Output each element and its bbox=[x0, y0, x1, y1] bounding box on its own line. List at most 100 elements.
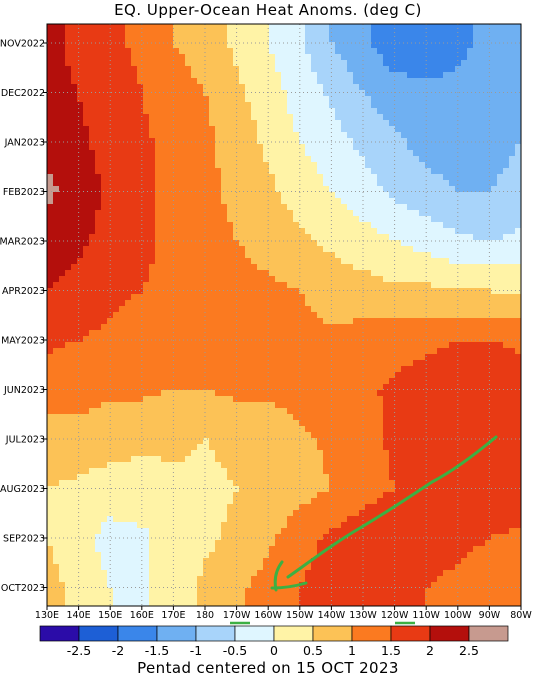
heat-cell bbox=[143, 288, 150, 295]
heat-cell bbox=[107, 72, 114, 79]
heat-cell bbox=[53, 312, 60, 319]
heat-cell bbox=[209, 192, 216, 199]
heat-cell bbox=[371, 384, 378, 391]
heat-cell bbox=[365, 270, 372, 277]
heat-cell bbox=[107, 354, 114, 361]
heat-cell bbox=[323, 66, 330, 73]
heat-cell bbox=[227, 246, 234, 253]
heat-cell bbox=[179, 360, 186, 367]
heat-cell bbox=[221, 162, 228, 169]
heat-cell bbox=[341, 312, 348, 319]
heat-cell bbox=[455, 282, 462, 289]
heat-cell bbox=[191, 222, 198, 229]
heat-cell bbox=[455, 198, 462, 205]
heat-cell bbox=[173, 270, 180, 277]
heat-cell bbox=[359, 156, 366, 163]
heat-cell bbox=[311, 258, 318, 265]
heat-cell bbox=[215, 228, 222, 235]
heat-cell bbox=[83, 132, 90, 139]
heat-cell bbox=[281, 174, 288, 181]
heat-cell bbox=[287, 204, 294, 211]
heat-cell bbox=[161, 222, 168, 229]
heat-cell bbox=[443, 222, 450, 229]
heat-cell bbox=[161, 336, 168, 343]
heat-cell bbox=[377, 126, 384, 133]
heat-cell bbox=[365, 252, 372, 259]
heat-cell bbox=[281, 84, 288, 91]
heat-cell bbox=[377, 360, 384, 367]
heat-cell bbox=[47, 270, 54, 277]
heat-cell bbox=[515, 276, 521, 283]
heat-cell bbox=[77, 330, 84, 337]
heat-cell bbox=[413, 330, 420, 337]
heat-cell bbox=[191, 348, 198, 355]
heat-cell bbox=[59, 162, 66, 169]
heat-cell bbox=[353, 138, 360, 145]
heat-cell bbox=[59, 66, 66, 73]
heat-cell bbox=[383, 354, 390, 361]
heat-cell bbox=[59, 306, 66, 313]
heat-cell bbox=[395, 264, 402, 271]
heat-cell bbox=[395, 198, 402, 205]
heat-cell bbox=[101, 48, 108, 55]
heat-cell bbox=[395, 72, 402, 79]
heat-cell bbox=[299, 390, 306, 397]
heat-cell bbox=[371, 300, 378, 307]
heat-cell bbox=[131, 372, 138, 379]
heat-cell bbox=[515, 30, 521, 37]
heat-cell bbox=[233, 78, 240, 85]
heat-cell bbox=[365, 114, 372, 121]
heat-cell bbox=[167, 60, 174, 67]
heat-cell bbox=[257, 246, 264, 253]
heat-cell bbox=[59, 102, 66, 109]
heat-cell bbox=[443, 192, 450, 199]
heat-cell bbox=[389, 186, 396, 193]
heat-cell bbox=[71, 396, 78, 403]
heat-cell bbox=[113, 162, 120, 169]
heat-cell bbox=[377, 210, 384, 217]
heat-cell bbox=[491, 240, 498, 247]
heat-cell bbox=[425, 372, 432, 379]
heat-cell bbox=[461, 354, 468, 361]
heat-cell bbox=[395, 90, 402, 97]
heat-cell bbox=[449, 378, 456, 385]
heat-cell bbox=[65, 42, 72, 49]
heat-cell bbox=[287, 258, 294, 265]
heat-cell bbox=[395, 234, 402, 241]
heat-cell bbox=[479, 246, 486, 253]
heat-cell bbox=[287, 84, 294, 91]
heat-cell bbox=[197, 342, 204, 349]
heat-cell bbox=[125, 294, 132, 301]
heat-cell bbox=[161, 180, 168, 187]
heat-cell bbox=[509, 84, 516, 91]
heat-cell bbox=[329, 180, 336, 187]
heat-cell bbox=[221, 36, 228, 43]
heat-cell bbox=[461, 348, 468, 355]
heat-cell bbox=[269, 186, 276, 193]
heat-cell bbox=[173, 360, 180, 367]
heat-cell bbox=[395, 258, 402, 265]
heat-cell bbox=[167, 234, 174, 241]
heat-cell bbox=[113, 318, 120, 325]
heat-cell bbox=[359, 234, 366, 241]
heat-cell bbox=[191, 384, 198, 391]
heat-cell bbox=[65, 126, 72, 133]
heat-cell bbox=[347, 24, 354, 31]
heat-cell bbox=[113, 198, 120, 205]
heat-cell bbox=[107, 306, 114, 313]
heat-cell bbox=[227, 222, 234, 229]
heat-cell bbox=[59, 372, 66, 379]
heat-cell bbox=[395, 150, 402, 157]
heat-cell bbox=[287, 312, 294, 319]
heat-cell bbox=[425, 264, 432, 271]
heat-cell bbox=[101, 384, 108, 391]
heat-cell bbox=[251, 300, 258, 307]
heat-cell bbox=[77, 132, 84, 139]
heat-cell bbox=[461, 96, 468, 103]
heat-cell bbox=[77, 372, 84, 379]
heat-cell bbox=[245, 54, 252, 61]
heat-cell bbox=[215, 216, 222, 223]
heat-cell bbox=[329, 270, 336, 277]
heat-cell bbox=[59, 252, 66, 259]
heat-cell bbox=[95, 132, 102, 139]
